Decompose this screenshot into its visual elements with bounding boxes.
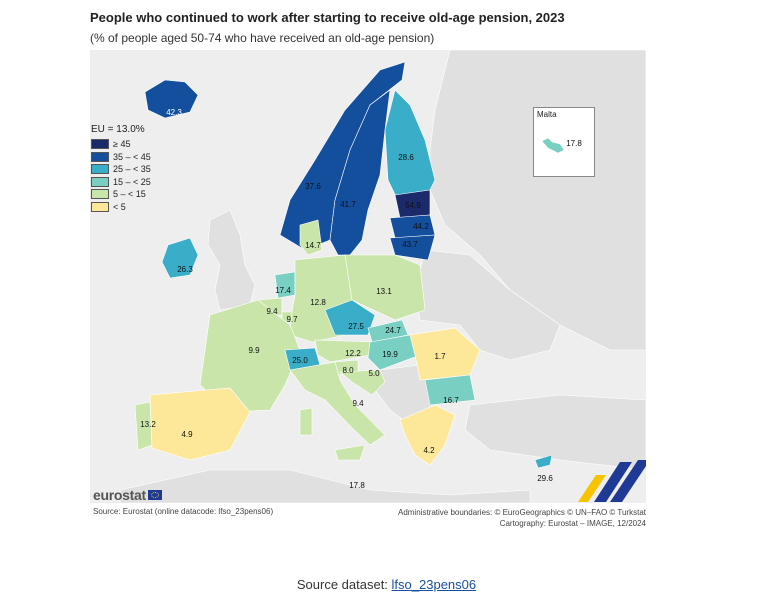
malta-inset-map: 17.8 xyxy=(541,137,582,154)
country-lithuania[interactable] xyxy=(389,234,436,261)
inset-title: Malta xyxy=(537,110,557,119)
legend-label: < 5 xyxy=(113,201,126,212)
value-label-sweden: 41.7 xyxy=(340,200,356,209)
legend-title: EU = 13.0% xyxy=(91,124,145,135)
legend-item: ≥ 45 xyxy=(91,138,151,151)
value-label-ireland: 26.3 xyxy=(177,265,193,274)
value-label-switzerland: 25.0 xyxy=(292,356,308,365)
credits-boundaries: Administrative boundaries: © EuroGeograp… xyxy=(397,508,646,517)
country-hungary[interactable] xyxy=(367,334,421,371)
source-note: Source: Eurostat (online datacode: lfso_… xyxy=(93,507,274,516)
country-italy[interactable] xyxy=(289,361,386,446)
land-north-africa xyxy=(119,469,531,503)
value-label-portugal: 13.2 xyxy=(140,420,156,429)
country-sicily[interactable] xyxy=(334,444,366,461)
value-label-estonia: 54.9 xyxy=(405,201,421,210)
country-czechia[interactable] xyxy=(324,299,376,336)
country-iceland[interactable] xyxy=(144,79,199,119)
country-sardinia[interactable] xyxy=(299,407,313,436)
value-label-greece: 4.2 xyxy=(423,446,435,455)
logo-text: eurostat xyxy=(93,487,146,503)
value-label-latvia: 44.2 xyxy=(413,222,429,231)
country-finland[interactable] xyxy=(384,89,436,206)
value-label-romania: 1.7 xyxy=(434,352,446,361)
map-title: People who continued to work after start… xyxy=(90,10,565,25)
country-spain[interactable] xyxy=(149,387,251,461)
country-denmark[interactable] xyxy=(299,219,323,256)
legend-item: 5 – < 15 xyxy=(91,188,151,201)
legend-label: 25 – < 35 xyxy=(113,164,151,175)
legend-swatch xyxy=(91,189,109,200)
legend-item: 15 – < 25 xyxy=(91,176,151,189)
value-label-france: 9.9 xyxy=(248,346,260,355)
value-label-italy: 9.4 xyxy=(352,399,364,408)
value-label-slovenia: 8.0 xyxy=(342,366,354,375)
eurostat-logo: eurostat xyxy=(93,487,162,503)
map-legend: EU = 13.0% ≥ 45 35 – < 45 25 – < 35 15 –… xyxy=(91,124,151,213)
value-label-lithuania: 43.7 xyxy=(402,240,418,249)
value-label-denmark: 14.7 xyxy=(305,241,321,250)
value-label-slovakia: 24.7 xyxy=(385,326,401,335)
legend-item: < 5 xyxy=(91,201,151,214)
land-turkey xyxy=(464,394,646,471)
value-label-netherlands: 17.4 xyxy=(275,286,291,295)
country-austria[interactable] xyxy=(314,339,373,363)
value-label-iceland: 42.3 xyxy=(166,108,182,117)
value-label-austria: 12.2 xyxy=(345,349,361,358)
country-malta-inset[interactable] xyxy=(541,137,565,154)
country-cyprus[interactable] xyxy=(534,454,553,469)
legend-swatch xyxy=(91,201,109,212)
value-label-belgium: 9.4 xyxy=(266,307,278,316)
dataset-link[interactable]: lfso_23pens06 xyxy=(391,577,477,592)
value-label-cyprus: 29.6 xyxy=(537,474,553,483)
legend-label: ≥ 45 xyxy=(113,139,131,150)
value-label-malta: 17.8 xyxy=(349,481,365,490)
legend-label: 15 – < 25 xyxy=(113,176,151,187)
eu-flag-icon xyxy=(147,490,162,501)
value-label-luxembourg: 9.7 xyxy=(286,315,298,324)
eurostat-stripe-logo xyxy=(578,460,646,502)
value-label-finland: 28.6 xyxy=(398,153,414,162)
legend-swatch xyxy=(91,164,109,175)
value-label-czechia: 27.5 xyxy=(348,322,364,331)
value-label-germany: 12.8 xyxy=(310,298,326,307)
credits-cartography: Cartography: Eurostat – IMAGE, 12/2024 xyxy=(499,519,646,528)
map-subtitle: (% of people aged 50-74 who have receive… xyxy=(90,31,435,45)
footer-prefix: Source dataset: xyxy=(296,577,388,592)
legend-label: 35 – < 45 xyxy=(113,151,151,162)
legend-swatch xyxy=(91,176,109,187)
legend-item: 25 – < 35 xyxy=(91,163,151,176)
legend-label: 5 – < 15 xyxy=(113,189,146,200)
country-france[interactable] xyxy=(199,299,301,413)
country-greece[interactable] xyxy=(399,404,456,466)
value-label-croatia: 5.0 xyxy=(368,369,380,378)
legend-swatch xyxy=(91,139,109,150)
legend-swatch xyxy=(91,151,109,162)
country-bulgaria[interactable] xyxy=(424,374,476,406)
credits-note: Administrative boundaries: © EuroGeograp… xyxy=(398,507,646,529)
value-label-hungary: 19.9 xyxy=(382,350,398,359)
country-ireland[interactable] xyxy=(161,237,199,279)
country-croatia[interactable] xyxy=(339,369,386,396)
source-dataset-footer: Source dataset: lfso_23pens06 xyxy=(0,577,773,592)
value-label-malta-inset: 17.8 xyxy=(566,139,582,148)
value-label-bulgaria: 16.7 xyxy=(443,396,459,405)
value-label-spain: 4.9 xyxy=(181,430,193,439)
country-slovakia[interactable] xyxy=(367,319,409,343)
legend-item: 35 – < 45 xyxy=(91,151,151,164)
value-label-poland: 13.1 xyxy=(376,287,392,296)
malta-inset: Malta 17.8 xyxy=(533,107,595,177)
value-label-norway: 37.6 xyxy=(305,182,321,191)
